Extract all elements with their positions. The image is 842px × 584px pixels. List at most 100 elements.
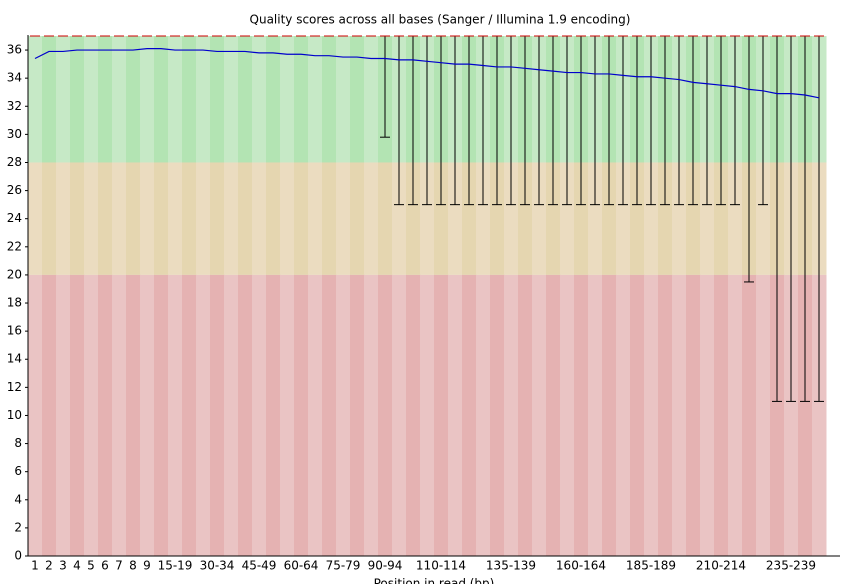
quality-zone bbox=[140, 274, 155, 556]
quality-zone bbox=[476, 274, 491, 556]
quality-zone bbox=[266, 36, 281, 163]
quality-zone bbox=[98, 36, 113, 163]
quality-zone bbox=[350, 36, 365, 163]
quality-zone bbox=[658, 162, 673, 275]
y-tick-label: 32 bbox=[7, 99, 22, 113]
x-tick-label: 45-49 bbox=[242, 559, 277, 573]
y-tick-label: 28 bbox=[7, 155, 22, 169]
quality-zone bbox=[714, 274, 729, 556]
quality-zone bbox=[644, 274, 659, 556]
quality-zone bbox=[756, 162, 771, 275]
quality-zone bbox=[322, 274, 337, 556]
quality-zone bbox=[252, 36, 267, 163]
quality-zone bbox=[28, 162, 43, 275]
x-tick-label: 235-239 bbox=[766, 559, 816, 573]
quality-zone bbox=[812, 274, 827, 556]
quality-zone bbox=[630, 274, 645, 556]
quality-zone bbox=[84, 36, 99, 163]
x-tick-label: 6 bbox=[101, 559, 109, 573]
x-tick-label: 9 bbox=[143, 559, 151, 573]
x-tick-label: 75-79 bbox=[326, 559, 361, 573]
quality-zone bbox=[140, 36, 155, 163]
x-tick-label: 60-64 bbox=[284, 559, 319, 573]
quality-zone bbox=[560, 162, 575, 275]
quality-zone bbox=[406, 162, 421, 275]
quality-zone bbox=[770, 274, 785, 556]
quality-zone bbox=[182, 162, 197, 275]
quality-zone bbox=[476, 162, 491, 275]
quality-zone bbox=[728, 162, 743, 275]
x-tick-label: 8 bbox=[129, 559, 137, 573]
quality-zone bbox=[350, 274, 365, 556]
quality-zone bbox=[658, 274, 673, 556]
quality-zone bbox=[196, 36, 211, 163]
quality-zone bbox=[294, 36, 309, 163]
quality-zone bbox=[238, 274, 253, 556]
quality-zone bbox=[434, 162, 449, 275]
quality-zone bbox=[462, 162, 477, 275]
quality-zone bbox=[378, 274, 393, 556]
quality-zone bbox=[364, 36, 379, 163]
x-tick-label: 135-139 bbox=[486, 559, 536, 573]
y-tick-label: 2 bbox=[14, 520, 22, 534]
x-tick-label: 15-19 bbox=[158, 559, 193, 573]
quality-zone bbox=[70, 162, 85, 275]
quality-zone bbox=[378, 162, 393, 275]
quality-zone bbox=[210, 274, 225, 556]
quality-zone bbox=[56, 36, 71, 163]
quality-zone bbox=[308, 274, 323, 556]
quality-zone bbox=[490, 162, 505, 275]
quality-zone bbox=[686, 274, 701, 556]
quality-zone bbox=[798, 274, 813, 556]
y-tick-label: 16 bbox=[7, 324, 22, 338]
quality-zone bbox=[294, 274, 309, 556]
quality-zone bbox=[728, 274, 743, 556]
quality-zone bbox=[168, 36, 183, 163]
quality-zone bbox=[280, 274, 295, 556]
quality-zone bbox=[784, 274, 799, 556]
y-tick-label: 36 bbox=[7, 43, 22, 57]
quality-zone bbox=[308, 36, 323, 163]
quality-zone bbox=[98, 162, 113, 275]
quality-zone bbox=[182, 36, 197, 163]
x-tick-label: 90-94 bbox=[368, 559, 403, 573]
quality-zone bbox=[448, 162, 463, 275]
y-tick-label: 8 bbox=[14, 436, 22, 450]
y-tick-label: 20 bbox=[7, 267, 22, 281]
quality-zone bbox=[350, 162, 365, 275]
x-tick-label: 7 bbox=[115, 559, 123, 573]
quality-zone bbox=[280, 36, 295, 163]
quality-zone bbox=[168, 274, 183, 556]
y-tick-label: 0 bbox=[14, 549, 22, 563]
y-tick-label: 34 bbox=[7, 71, 22, 85]
quality-zone bbox=[182, 274, 197, 556]
quality-zone bbox=[42, 162, 57, 275]
quality-zone bbox=[224, 162, 239, 275]
quality-zone bbox=[322, 162, 337, 275]
y-tick-label: 30 bbox=[7, 127, 22, 141]
quality-zone bbox=[644, 162, 659, 275]
quality-zone bbox=[560, 274, 575, 556]
quality-zone bbox=[84, 162, 99, 275]
quality-zone bbox=[532, 162, 547, 275]
quality-zone bbox=[70, 36, 85, 163]
quality-zone bbox=[434, 274, 449, 556]
quality-zone bbox=[42, 36, 57, 163]
quality-zone bbox=[504, 162, 519, 275]
y-tick-label: 26 bbox=[7, 183, 22, 197]
quality-zone bbox=[252, 274, 267, 556]
x-tick-label: 4 bbox=[73, 559, 81, 573]
quality-zone bbox=[28, 36, 43, 163]
quality-zone bbox=[742, 274, 757, 556]
quality-zone bbox=[210, 36, 225, 163]
quality-zone bbox=[714, 162, 729, 275]
x-axis-title: Position in read (bp) bbox=[374, 577, 495, 584]
quality-zone bbox=[756, 274, 771, 556]
quality-zone bbox=[672, 274, 687, 556]
quality-zone bbox=[672, 162, 687, 275]
quality-zone bbox=[364, 162, 379, 275]
x-tick-label: 210-214 bbox=[696, 559, 746, 573]
x-tick-label: 5 bbox=[87, 559, 95, 573]
quality-zone bbox=[462, 274, 477, 556]
x-tick-label: 185-189 bbox=[626, 559, 676, 573]
